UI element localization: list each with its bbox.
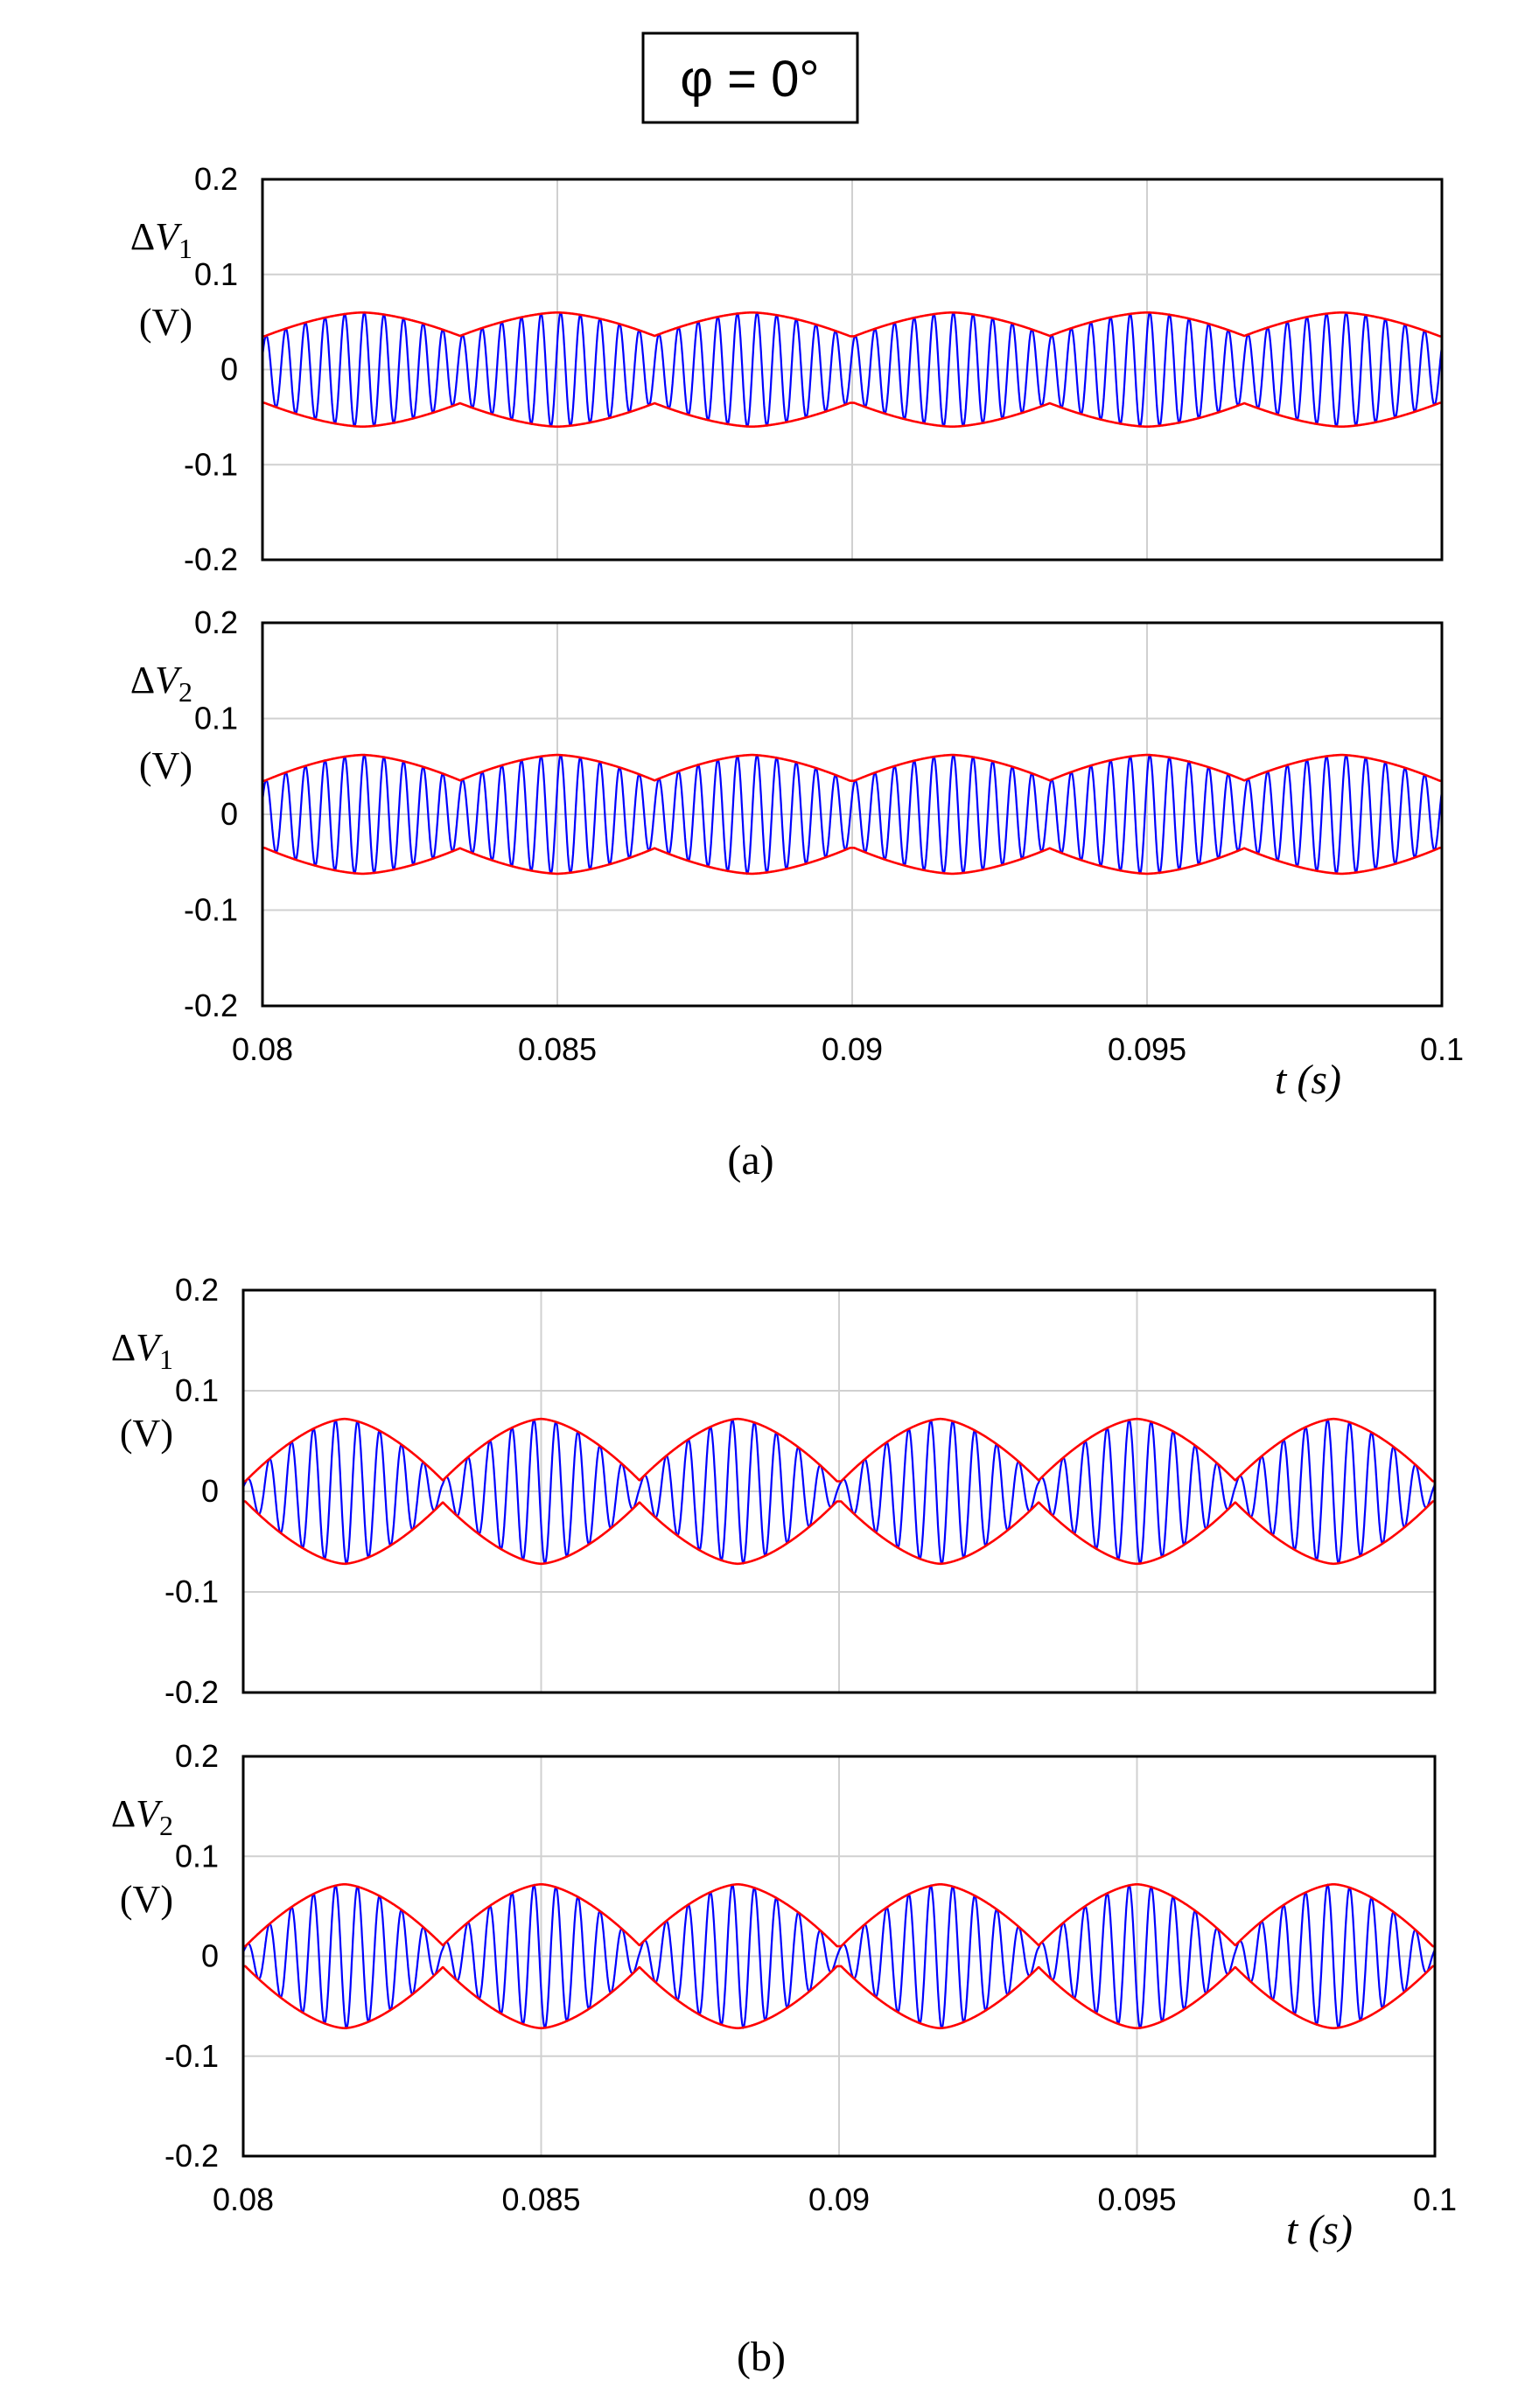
chart-panel-a-dv2: 0.2 0.1 0 -0.1 -0.2 0.08 0.085 0.09 0.095 0.1 t (s… xyxy=(130,604,1464,1103)
y-tick-label: -0.2 xyxy=(164,1674,219,1710)
y-tick-label: 0.2 xyxy=(175,1738,219,1774)
y-axis-label-unit: (V) xyxy=(120,1878,173,1921)
caption-a: (a) xyxy=(727,1137,773,1183)
envelope-upper-line xyxy=(262,311,1442,338)
y-tick-label: 0 xyxy=(201,1473,219,1509)
y-axis-label-main: ΔV2 xyxy=(130,659,192,708)
envelope-upper-line xyxy=(243,1882,1435,1948)
y-tick-label: 0.1 xyxy=(175,1838,219,1874)
y-tick-label: -0.1 xyxy=(184,892,238,928)
x-tick-label: 0.1 xyxy=(1413,2181,1457,2217)
envelope-lower-line xyxy=(243,1500,1435,1566)
x-tick-label: 0.095 xyxy=(1097,2181,1176,2217)
x-tick-label: 0.1 xyxy=(1420,1031,1464,1067)
envelope-lower-line xyxy=(243,1965,1435,2030)
x-tick-label: 0.08 xyxy=(232,1031,293,1067)
envelope-upper-line xyxy=(262,753,1442,782)
chart-panel-b-dv2: 0.2 0.1 0 -0.1 -0.2 0.08 0.085 0.09 0.095 0.1 t (s… xyxy=(111,1738,1457,2253)
y-axis-label-unit: (V) xyxy=(139,744,192,787)
y-tick-label: -0.2 xyxy=(184,541,238,577)
y-tick-label: 0.2 xyxy=(194,604,238,640)
signal-series-line xyxy=(241,1418,1437,1566)
x-tick-label: 0.09 xyxy=(822,1031,883,1067)
plot-frame xyxy=(241,1288,1437,1694)
plot-frame xyxy=(261,621,1444,1008)
phi-label: φ = 0° xyxy=(680,51,819,108)
x-axis-label: t (s) xyxy=(1275,1057,1341,1103)
envelope-upper-line xyxy=(243,1417,1435,1483)
y-axis-label-unit: (V) xyxy=(120,1412,173,1455)
plot-frame xyxy=(261,178,1444,562)
signal-series-line xyxy=(261,311,1444,429)
y-tick-label: 0.1 xyxy=(194,256,238,292)
x-axis-label: t (s) xyxy=(1286,2207,1353,2253)
y-tick-label: -0.1 xyxy=(184,446,238,482)
y-tick-label: -0.2 xyxy=(184,988,238,1023)
y-tick-label: 0 xyxy=(201,1938,219,1974)
signal-series-line xyxy=(241,1883,1436,2030)
chart-panel-b-dv1: 0.2 0.1 0 -0.1 -0.2 ΔV1 (V) xyxy=(111,1272,1437,1710)
chart-panel-a-dv1: 0.2 0.1 0 -0.1 -0.2 ΔV1 (V) xyxy=(130,161,1444,577)
x-tick-label: 0.095 xyxy=(1108,1031,1186,1067)
signal-series-line xyxy=(261,753,1444,876)
envelope-lower-line xyxy=(262,401,1442,429)
y-axis-label-unit: (V) xyxy=(139,301,192,344)
y-tick-label: -0.1 xyxy=(164,2038,219,2074)
y-axis-label-main: ΔV1 xyxy=(111,1326,173,1375)
y-tick-label: 0 xyxy=(220,796,238,832)
y-tick-label: 0.1 xyxy=(175,1372,219,1408)
plot-frame xyxy=(241,1755,1437,2158)
phi-label-box xyxy=(641,31,859,124)
y-axis-label-main: ΔV1 xyxy=(130,215,192,264)
y-axis-label-main: ΔV2 xyxy=(111,1792,173,1841)
y-tick-label: -0.1 xyxy=(164,1574,219,1609)
caption-b: (b) xyxy=(737,2334,786,2380)
x-tick-label: 0.09 xyxy=(808,2181,870,2217)
y-tick-label: 0.2 xyxy=(175,1272,219,1308)
y-tick-label: -0.2 xyxy=(164,2138,219,2174)
y-tick-label: 0.1 xyxy=(194,701,238,736)
x-tick-label: 0.085 xyxy=(518,1031,597,1067)
x-tick-label: 0.085 xyxy=(501,2181,580,2217)
y-tick-label: 0 xyxy=(220,352,238,387)
x-tick-label: 0.08 xyxy=(213,2181,274,2217)
y-tick-label: 0.2 xyxy=(194,161,238,197)
envelope-lower-line xyxy=(262,847,1442,876)
